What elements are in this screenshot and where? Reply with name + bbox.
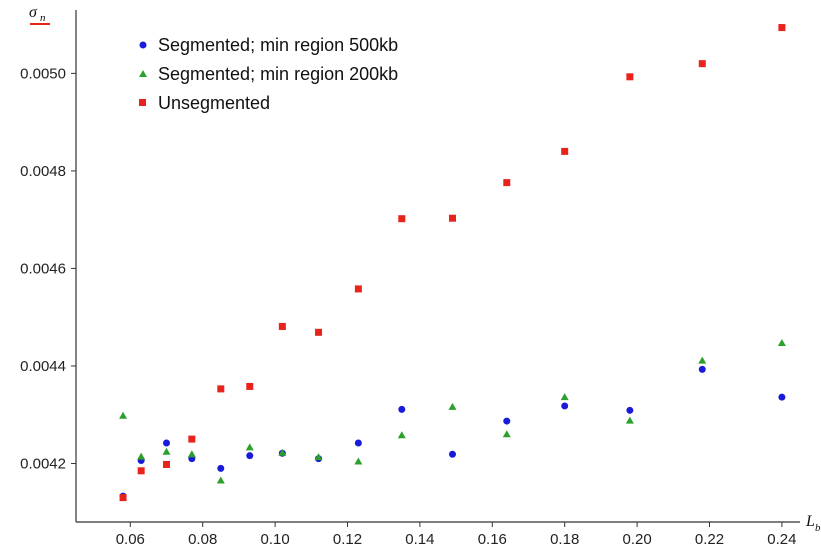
data-point-circle bbox=[778, 393, 786, 401]
data-point-circle bbox=[698, 365, 706, 373]
x-tick-label: 0.16 bbox=[478, 531, 507, 548]
series-2 bbox=[119, 339, 786, 484]
data-point-triangle bbox=[187, 450, 196, 458]
data-point-circle bbox=[354, 439, 362, 447]
data-point-triangle bbox=[397, 431, 406, 439]
y-axis-title-subscript: n bbox=[40, 12, 46, 24]
legend-marker-square bbox=[139, 99, 146, 106]
data-point-square bbox=[163, 460, 170, 468]
axes bbox=[75, 10, 800, 523]
data-point-square bbox=[398, 215, 406, 223]
data-point-square bbox=[698, 60, 706, 68]
legend-label-segmented-200kb: Segmented; min region 200kb bbox=[158, 64, 398, 84]
series-3 bbox=[119, 24, 786, 502]
data-point-circle bbox=[163, 439, 170, 447]
y-axis-title-main: σ bbox=[29, 4, 38, 21]
legend-item-segmented-500kb: Segmented; min region 500kb bbox=[139, 35, 398, 55]
data-point-square bbox=[778, 24, 786, 32]
series-layer bbox=[119, 24, 786, 502]
data-point-square bbox=[354, 285, 362, 293]
data-point-square bbox=[315, 328, 323, 336]
data-point-square bbox=[448, 214, 456, 222]
data-point-triangle bbox=[448, 402, 457, 410]
data-point-circle bbox=[217, 464, 225, 472]
y-tick-label: 0.0046 bbox=[20, 260, 66, 277]
data-point-triangle bbox=[777, 339, 786, 347]
data-point-triangle bbox=[314, 453, 323, 461]
data-point-square bbox=[217, 385, 225, 393]
data-point-square bbox=[626, 73, 634, 81]
data-point-triangle bbox=[137, 452, 146, 460]
y-axis-title: σ n bbox=[29, 4, 50, 25]
data-point-square bbox=[119, 494, 127, 502]
data-point-triangle bbox=[245, 443, 254, 451]
data-point-triangle bbox=[354, 457, 363, 465]
data-point-circle bbox=[626, 406, 634, 414]
x-axis-title-subscript: b bbox=[815, 522, 821, 534]
data-point-circle bbox=[503, 417, 511, 425]
x-tick-label: 0.10 bbox=[260, 531, 289, 548]
x-tick-label: 0.22 bbox=[695, 531, 724, 548]
data-point-triangle bbox=[119, 411, 128, 419]
data-point-square bbox=[503, 179, 511, 187]
y-tick-label: 0.0048 bbox=[20, 163, 66, 180]
x-tick-label: 0.20 bbox=[622, 531, 651, 548]
x-tick-label: 0.08 bbox=[188, 531, 217, 548]
x-tick-label: 0.24 bbox=[767, 531, 796, 548]
data-point-square bbox=[278, 322, 286, 330]
x-ticks: 0.06 0.08 0.10 0.12 0.14 0.16 0.18 0.20 0.22 0.24 bbox=[116, 522, 797, 548]
legend-label-unsegmented: Unsegmented bbox=[158, 93, 270, 113]
data-point-circle bbox=[448, 450, 456, 458]
x-axis-title-main: L bbox=[805, 513, 815, 530]
legend: Segmented; min region 500kb Segmented; m… bbox=[139, 35, 398, 113]
x-tick-label: 0.06 bbox=[116, 531, 145, 548]
x-tick-label: 0.12 bbox=[333, 531, 362, 548]
data-point-square bbox=[137, 467, 145, 475]
data-point-circle bbox=[398, 405, 406, 413]
legend-item-unsegmented: Unsegmented bbox=[139, 93, 270, 113]
legend-item-segmented-200kb: Segmented; min region 200kb bbox=[139, 64, 398, 84]
y-ticks: 0.0042 0.0044 0.0046 0.0048 0.0050 bbox=[20, 65, 76, 472]
data-point-triangle bbox=[216, 476, 225, 484]
legend-marker-triangle bbox=[139, 70, 147, 77]
data-point-triangle bbox=[502, 430, 511, 438]
x-tick-label: 0.14 bbox=[405, 531, 434, 548]
data-point-triangle bbox=[162, 447, 171, 455]
data-point-circle bbox=[246, 452, 254, 460]
x-tick-label: 0.18 bbox=[550, 531, 579, 548]
data-point-triangle bbox=[560, 393, 569, 401]
y-tick-label: 0.0044 bbox=[20, 358, 66, 375]
data-point-triangle bbox=[698, 356, 707, 364]
legend-marker-circle bbox=[139, 41, 147, 49]
y-tick-label: 0.0042 bbox=[20, 455, 66, 472]
data-point-square bbox=[561, 147, 569, 155]
data-point-square bbox=[246, 382, 254, 390]
data-point-triangle bbox=[625, 416, 634, 424]
data-point-triangle bbox=[278, 448, 287, 456]
legend-label-segmented-500kb: Segmented; min region 500kb bbox=[158, 35, 398, 55]
y-tick-label: 0.0050 bbox=[20, 65, 66, 82]
x-axis-title: L b bbox=[805, 513, 821, 534]
data-point-circle bbox=[561, 402, 569, 410]
data-point-square bbox=[188, 435, 196, 443]
